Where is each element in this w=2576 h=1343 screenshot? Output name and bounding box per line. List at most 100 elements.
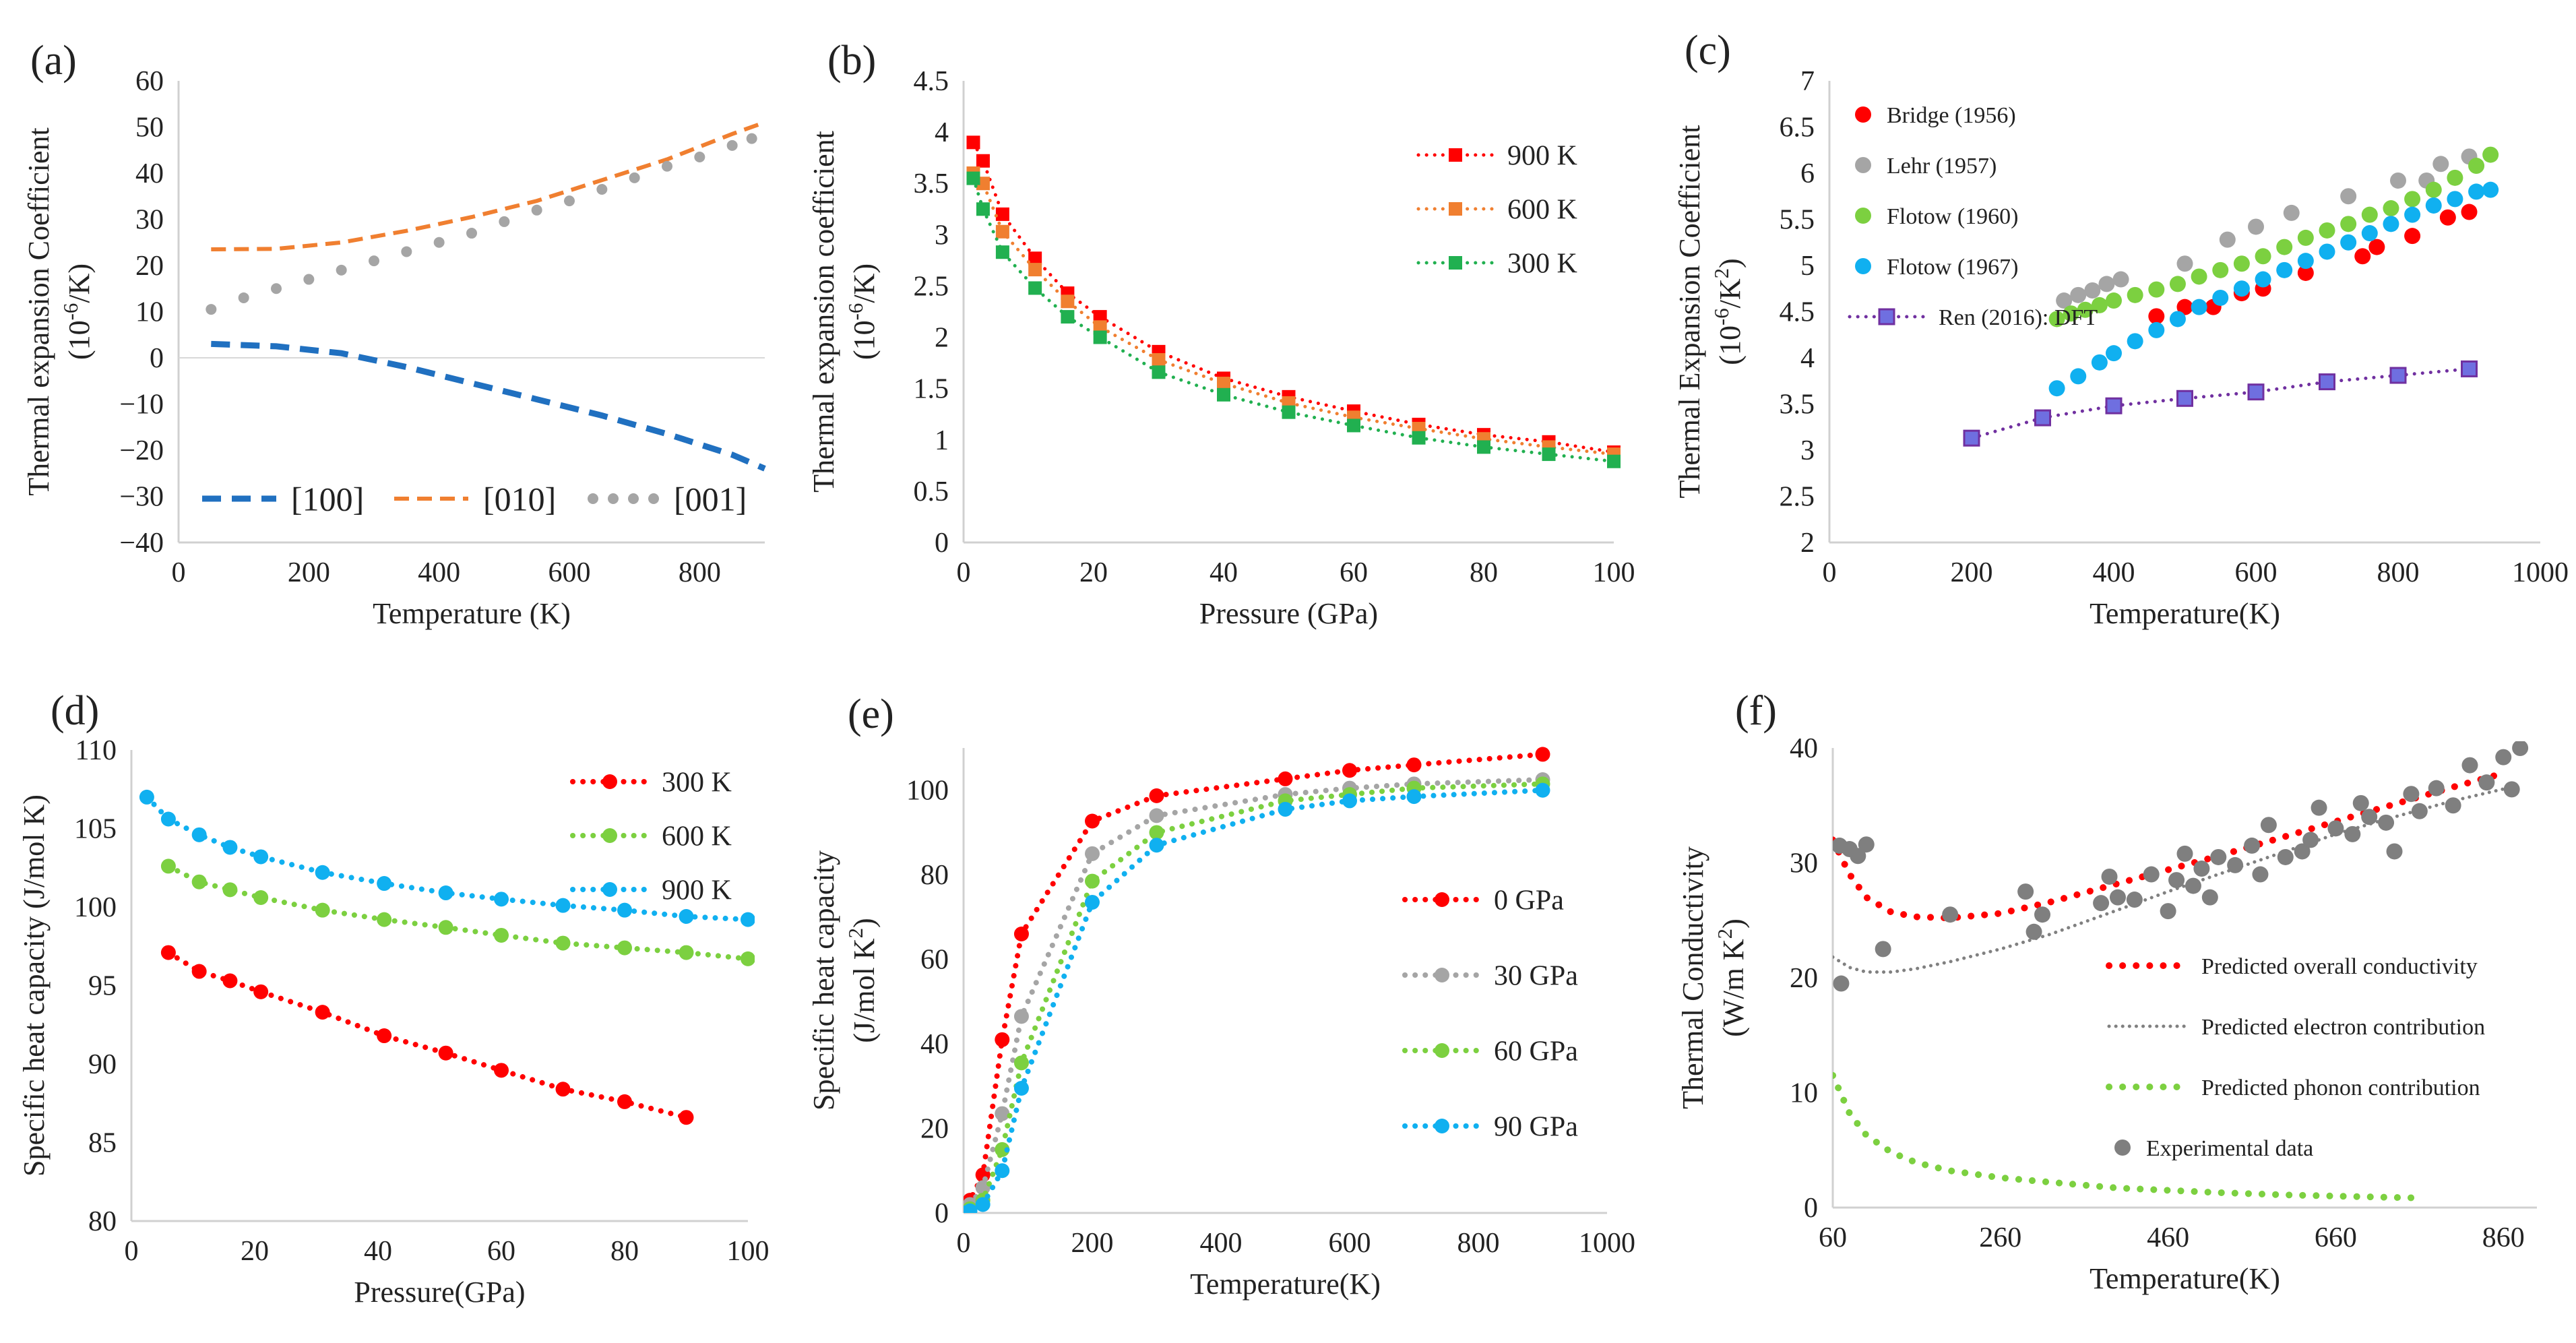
data-point	[2361, 809, 2378, 825]
data-point	[2340, 234, 2357, 251]
data-point	[2233, 255, 2250, 272]
data-point	[629, 172, 640, 183]
legend-label: 600 K	[662, 821, 732, 852]
xtick-label-e: 200	[1071, 1228, 1114, 1259]
data-point	[2098, 276, 2115, 292]
data-point	[2056, 292, 2073, 309]
data-point	[191, 874, 207, 889]
data-point	[2425, 197, 2442, 214]
ylabel-b: (10-6/K)	[844, 263, 881, 360]
data-point	[2252, 866, 2269, 883]
xtick-label-d: 100	[727, 1236, 769, 1267]
legend-item: 600 K	[570, 821, 732, 852]
ytick-label-a: −30	[119, 482, 164, 513]
data-point	[1875, 941, 1891, 958]
xtick-label-f: 860	[2482, 1222, 2525, 1253]
legend-label: Lehr (1957)	[1887, 154, 1997, 179]
data-point	[2319, 222, 2335, 239]
data-point	[2404, 228, 2421, 245]
xtick-label-e: 800	[1457, 1228, 1500, 1259]
xtick-label-b: 60	[1340, 557, 1368, 588]
data-point	[2248, 218, 2264, 235]
data-point	[2340, 216, 2357, 232]
data-point	[1093, 330, 1107, 344]
data-point	[2091, 354, 2108, 371]
data-point	[1013, 1080, 1029, 1096]
data-point	[2176, 299, 2193, 315]
data-point	[1152, 365, 1166, 379]
data-point	[976, 154, 990, 168]
xlabel-e: Temperature(K)	[1190, 1268, 1381, 1301]
data-point	[315, 865, 330, 880]
legend-item: Predicted phonon contribution	[2106, 1075, 2480, 1100]
ytick-label-b: 0.5	[914, 476, 949, 507]
data-point	[1149, 808, 1164, 823]
ytick-label-c: 2	[1800, 528, 1815, 559]
data-point	[2034, 409, 2051, 427]
data-point	[2482, 146, 2499, 163]
data-point	[2034, 906, 2051, 923]
data-point	[2311, 799, 2327, 816]
xtick-label-b: 40	[1210, 557, 1238, 588]
data-point	[2084, 282, 2101, 299]
data-point	[253, 890, 269, 906]
data-point	[2327, 820, 2344, 837]
data-point	[494, 892, 509, 907]
legend-a: [100] [010] [001]	[202, 480, 747, 518]
legend-marker	[608, 493, 619, 504]
data-point	[377, 912, 392, 927]
data-point	[662, 160, 672, 172]
data-point	[1149, 825, 1164, 840]
data-point	[1013, 927, 1029, 941]
data-point	[2247, 383, 2265, 401]
data-point	[2143, 866, 2160, 883]
data-point	[2389, 367, 2407, 384]
ytick-label-a: −20	[119, 435, 164, 466]
data-point	[1085, 894, 1100, 910]
data-point	[2404, 206, 2421, 223]
xtick-label-a: 0	[172, 557, 186, 588]
legend-e: 0 GPa 30 GPa 60 GPa 90 GPa	[1402, 885, 1578, 1143]
xlabel-f: Temperature(K)	[2090, 1262, 2280, 1295]
ytick-label-c: 2.5	[1780, 482, 1815, 513]
data-point	[1342, 793, 1357, 809]
series-line-e-3	[964, 787, 1546, 1213]
data-point	[2105, 397, 2123, 414]
ytick-label-b: 1	[935, 425, 949, 456]
data-point	[531, 204, 542, 216]
data-point	[160, 945, 176, 960]
data-point	[2191, 268, 2207, 285]
xtick-label-b: 80	[1470, 557, 1498, 588]
data-point	[2148, 308, 2165, 325]
ytick-label-d: 95	[88, 971, 117, 1002]
xlabel-b: Pressure (GPa)	[1199, 597, 1378, 630]
data-point	[2390, 172, 2406, 189]
ytick-label-c: 6.5	[1780, 113, 1815, 144]
data-point	[2425, 181, 2442, 198]
data-point	[2447, 191, 2463, 208]
data-point	[2283, 204, 2300, 221]
data-point	[2478, 774, 2495, 791]
xtick-label-a: 800	[679, 557, 721, 588]
legend-label: 90 GPa	[1494, 1112, 1578, 1143]
data-point	[741, 912, 755, 927]
ytick-label-a: −10	[119, 389, 164, 420]
ytick-label-e: 100	[906, 776, 949, 807]
data-point	[377, 876, 392, 892]
xtick-label-c: 400	[2093, 557, 2135, 588]
legend-item: Lehr (1957)	[1855, 154, 1997, 179]
data-point	[2176, 845, 2193, 862]
ytick-label-a: −40	[119, 528, 164, 559]
data-point	[2297, 229, 2314, 246]
legend-label: Predicted electron contribution	[2201, 1015, 2485, 1040]
ylabel-e: (J/mol K2)	[844, 918, 881, 1042]
ylabel-e: Specific heat capacity	[807, 850, 840, 1111]
data-point	[438, 1045, 453, 1061]
legend-item: 300 K	[1416, 249, 1577, 280]
data-point	[746, 133, 757, 144]
data-point	[1217, 387, 1230, 402]
legend-item: [010]	[394, 480, 556, 518]
data-point	[2063, 305, 2079, 322]
data-point	[1535, 747, 1550, 762]
